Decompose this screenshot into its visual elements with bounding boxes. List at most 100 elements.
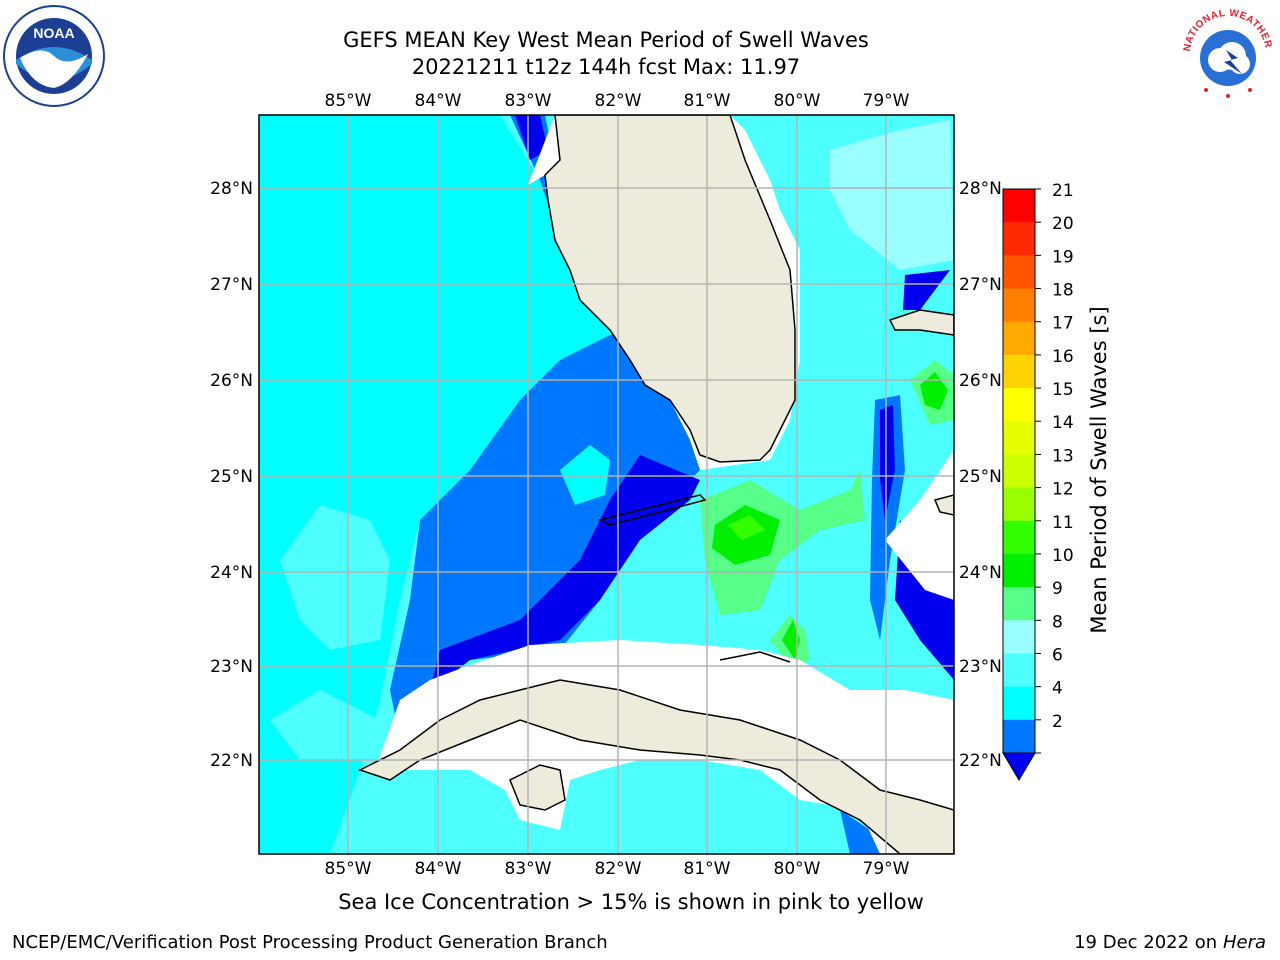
sea-ice-note: Sea Ice Concentration > 15% is shown in … bbox=[338, 890, 924, 914]
colorbar-tick-label: 16 bbox=[1052, 347, 1074, 367]
colorbar-tick-label: 10 bbox=[1052, 546, 1074, 566]
contour-6-8s-caribbean bbox=[560, 770, 860, 854]
contour-6-8s-gulf-south bbox=[270, 690, 380, 760]
andros-land bbox=[933, 494, 954, 516]
machine-name: Hera bbox=[1222, 932, 1266, 953]
colorbar-frame bbox=[1002, 188, 1036, 754]
colorbar-tick-label: 14 bbox=[1052, 413, 1074, 433]
contour-below-2s-bahamas bbox=[903, 270, 950, 310]
contour-11-12s-straits bbox=[728, 515, 765, 540]
bahamas-land bbox=[888, 309, 954, 336]
colorbar-segment bbox=[1003, 454, 1035, 489]
lon-label-bottom: 82°W bbox=[595, 859, 642, 879]
lat-label-left: 26°N bbox=[210, 371, 253, 391]
colorbar-tick-label: 15 bbox=[1052, 380, 1074, 400]
lat-label-left: 28°N bbox=[210, 179, 253, 199]
lon-label-bottom: 80°W bbox=[774, 859, 821, 879]
lon-label-top: 85°W bbox=[325, 91, 372, 111]
lat-label-right: 24°N bbox=[959, 563, 1002, 583]
colorbar-segment bbox=[1003, 222, 1035, 256]
colorbar-tick-label: 21 bbox=[1052, 181, 1074, 201]
swell-period-contours bbox=[259, 115, 954, 854]
colorbar-segment bbox=[1003, 255, 1035, 290]
colorbar-segment bbox=[1003, 653, 1035, 688]
lon-label-bottom: 83°W bbox=[505, 859, 552, 879]
colorbar-segment bbox=[1003, 189, 1035, 223]
colorbar-extend-arrow bbox=[1002, 752, 1036, 781]
lon-label-bottom: 84°W bbox=[415, 859, 462, 879]
map-subtitle: 20221211 t12z 144h fcst Max: 11.97 bbox=[411, 55, 801, 79]
lat-label-right: 27°N bbox=[959, 275, 1002, 295]
colorbar-segment bbox=[1003, 354, 1035, 389]
contour-4-6s-west bbox=[259, 115, 620, 854]
lat-label-left: 22°N bbox=[210, 751, 253, 771]
colorbar-label: Mean Period of Swell Waves [s] bbox=[1087, 306, 1111, 633]
contour-below-2s-north bbox=[515, 115, 548, 160]
lon-label-bottom: 81°W bbox=[684, 859, 731, 879]
colorbar-tick-label: 2 bbox=[1052, 712, 1063, 732]
lat-label-left: 23°N bbox=[210, 657, 253, 677]
cuba-land bbox=[358, 679, 954, 854]
colorbar-tick-label: 13 bbox=[1052, 446, 1074, 466]
lat-label-left: 25°N bbox=[210, 467, 253, 487]
colorbar-segment bbox=[1003, 388, 1035, 422]
colorbar-segment bbox=[1003, 487, 1035, 522]
contour-9-10s-straits bbox=[700, 470, 865, 615]
credit-line: NCEP/EMC/Verification Post Processing Pr… bbox=[12, 932, 608, 953]
map-title: GEFS MEAN Key West Mean Period of Swell … bbox=[343, 28, 869, 52]
colorbar-tick-label: 4 bbox=[1052, 679, 1063, 699]
contour-10-11s-cuba bbox=[782, 620, 800, 660]
contour-10-11s-bahamas bbox=[920, 372, 948, 410]
run-date: 19 Dec 2022 on Hera bbox=[1074, 932, 1266, 953]
lat-label-right: 28°N bbox=[959, 179, 1002, 199]
lon-label-top: 80°W bbox=[774, 91, 821, 111]
colorbar-segment bbox=[1003, 520, 1035, 555]
run-date-text: 19 Dec 2022 on bbox=[1074, 932, 1218, 953]
colorbar-segment bbox=[1003, 553, 1035, 588]
colorbar-segment bbox=[1003, 421, 1035, 455]
colorbar-tick-label: 11 bbox=[1052, 513, 1074, 533]
lon-label-top: 83°W bbox=[505, 91, 552, 111]
isla-de-la-juventud-land bbox=[509, 764, 566, 811]
colorbar-segment bbox=[1003, 686, 1035, 721]
colorbar-tick-label: 12 bbox=[1052, 480, 1074, 500]
lon-label-top: 81°W bbox=[684, 91, 731, 111]
contour-2-4s-caribbean bbox=[840, 810, 885, 854]
contour-below-2s-keys bbox=[430, 455, 700, 690]
colorbar-tick-label: 8 bbox=[1052, 612, 1063, 632]
colorbar-segment bbox=[1003, 288, 1035, 323]
lon-label-top: 84°W bbox=[415, 91, 462, 111]
florida-land bbox=[544, 115, 796, 463]
nws-logo: NATIONAL WEATHER SERVICE bbox=[1176, 4, 1276, 102]
lat-label-right: 22°N bbox=[959, 751, 1002, 771]
contour-2-4s-gulf bbox=[390, 115, 700, 740]
lon-label-bottom: 79°W bbox=[863, 859, 910, 879]
lat-label-right: 25°N bbox=[959, 467, 1002, 487]
no-data-bahamas bbox=[885, 450, 954, 600]
lat-label-left: 27°N bbox=[210, 275, 253, 295]
contour-4-6s-gulf-patch bbox=[560, 445, 610, 505]
colorbar-tick-label: 9 bbox=[1052, 579, 1063, 599]
colorbar-segment bbox=[1003, 321, 1035, 356]
colorbar-segment bbox=[1003, 620, 1035, 654]
colorbar-tick-label: 19 bbox=[1052, 247, 1074, 267]
colorbar-segment bbox=[1003, 719, 1035, 754]
contour-below-2s-straits bbox=[880, 405, 895, 520]
noaa-logo: NOAA bbox=[3, 5, 105, 107]
lat-label-right: 26°N bbox=[959, 371, 1002, 391]
map-frame bbox=[258, 114, 955, 855]
lon-label-bottom: 85°W bbox=[325, 859, 372, 879]
colorbar: 21 20 19 18 17 16 15 14 13 12 11 10 9 8 6 4 2 bbox=[1002, 181, 1074, 781]
contour-6-8s-gulf-blob bbox=[280, 505, 390, 650]
contour-8-9s-atlantic bbox=[830, 120, 954, 270]
cuba-cays-line bbox=[719, 651, 791, 663]
lat-label-left: 24°N bbox=[210, 563, 253, 583]
lat-label-right: 23°N bbox=[959, 657, 1002, 677]
colorbar-tick-label: 17 bbox=[1052, 314, 1074, 334]
lon-label-top: 79°W bbox=[863, 91, 910, 111]
colorbar-tick-label: 20 bbox=[1052, 214, 1074, 234]
colorbar-segment bbox=[1003, 587, 1035, 621]
colorbar-tick-label: 18 bbox=[1052, 281, 1074, 301]
contour-2-4s-straits bbox=[870, 395, 905, 640]
